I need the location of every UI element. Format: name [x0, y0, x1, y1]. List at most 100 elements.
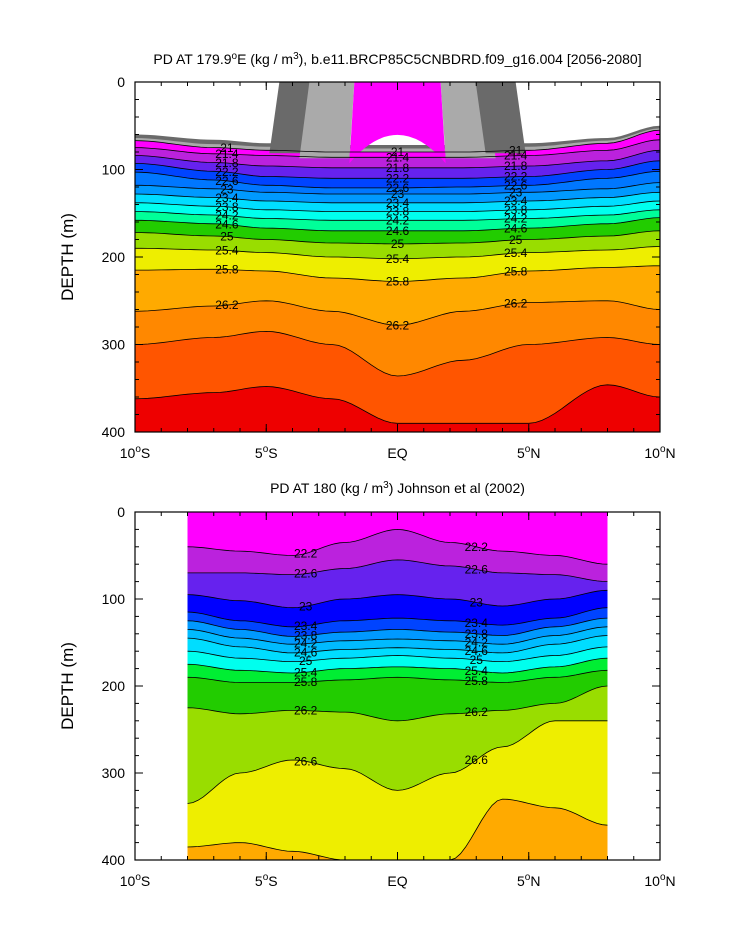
- y-tick-label: 300: [102, 337, 126, 353]
- contour-label: 24.2: [386, 213, 410, 227]
- contour-label: 24.2: [294, 637, 318, 651]
- contour-label: 24.6: [294, 645, 318, 659]
- contour-label: 23.4: [386, 196, 410, 210]
- y-tick-label: 200: [102, 249, 126, 265]
- x-tick-label: 5oN: [517, 444, 540, 461]
- contour-label: 25: [470, 653, 484, 667]
- contour-line: [135, 139, 660, 158]
- contour-line: [187, 589, 608, 609]
- contour-label: 25: [220, 230, 234, 244]
- contour-label: 24.6: [504, 221, 528, 235]
- x-tick-label: 10oN: [644, 872, 675, 889]
- contour-label: 25: [391, 237, 405, 251]
- contour-label: 23.4: [504, 194, 528, 208]
- contour-label: 23: [509, 185, 523, 199]
- contour-label: 23: [220, 182, 234, 196]
- y-tick-label: 100: [102, 591, 126, 607]
- contour-label: 25.8: [465, 674, 489, 688]
- contour-label: 23.4: [465, 616, 489, 630]
- contour-label: 22.2: [215, 165, 239, 179]
- x-tick-label: 5oS: [255, 872, 278, 889]
- y-axis-title: DEPTH (m): [58, 642, 77, 730]
- contour-label: 22.2: [386, 171, 410, 185]
- contour-label: 25.4: [465, 664, 489, 678]
- y-axis-title: DEPTH (m): [58, 213, 77, 301]
- contour-line: [135, 182, 660, 195]
- contour-line: [187, 720, 608, 804]
- contour-label: 21: [220, 141, 234, 155]
- contour-line: [187, 559, 608, 582]
- density-fill-group: [187, 512, 608, 860]
- density-fill-group: [135, 82, 660, 432]
- contour-line: [135, 300, 660, 326]
- contour-line: [187, 669, 608, 683]
- y-tick-label: 0: [117, 74, 125, 90]
- contour-label: 23: [470, 595, 484, 609]
- contour-label: 23.8: [386, 205, 410, 219]
- contour-label: 21.4: [215, 147, 239, 161]
- contour-line: [135, 170, 660, 189]
- contour-label: 25: [509, 233, 523, 247]
- contour-label: 25.8: [215, 263, 239, 277]
- contour-line: [135, 230, 660, 245]
- y-tick-label: 0: [117, 504, 125, 520]
- contour-label: 21.4: [504, 149, 528, 163]
- contour-line-group: [135, 129, 660, 424]
- contour-label: 26.2: [386, 318, 410, 332]
- contour-label: 21: [391, 145, 405, 159]
- contour-label: 22.2: [465, 540, 489, 554]
- panel-title: PD AT 179.9oE (kg / m3), b.e11.BRCP85C5C…: [153, 51, 641, 67]
- contour-line: [135, 384, 660, 424]
- contour-line: [187, 617, 608, 637]
- contour-line: [187, 528, 608, 565]
- contour-line: [135, 209, 660, 221]
- contour-label: 21.8: [215, 156, 239, 170]
- contour-label: 23.8: [215, 200, 239, 214]
- y-tick-label: 300: [102, 765, 126, 781]
- contour-line: [187, 607, 608, 628]
- contour-label: 25.4: [294, 665, 318, 679]
- contour-line: [187, 798, 608, 860]
- contour-line: [187, 657, 608, 674]
- x-tick-label: EQ: [387, 873, 407, 889]
- contour-label: 25.8: [386, 275, 410, 289]
- contour-label: 23: [391, 187, 405, 201]
- x-tick-label: EQ: [387, 445, 407, 461]
- contour-line: [135, 191, 660, 204]
- contour-label: 22.2: [294, 546, 318, 560]
- density-band: [187, 799, 608, 860]
- panel-title: PD AT 180 (kg / m3) Johnson et al (2002): [270, 480, 525, 496]
- contour-label: 26.2: [465, 705, 489, 719]
- x-tick-label: 10oS: [120, 872, 150, 889]
- contour-line: [135, 217, 660, 232]
- contour-label: 25.8: [504, 265, 528, 279]
- contour-label: 26.2: [504, 296, 528, 310]
- contour-label: 23.4: [215, 191, 239, 205]
- contour-label: 23.8: [294, 629, 318, 643]
- masked-region: [299, 82, 355, 159]
- contour-label: 25.8: [294, 675, 318, 689]
- contour-label: 23.8: [465, 627, 489, 641]
- contour-line: [135, 330, 660, 377]
- x-tick-label: 5oN: [517, 872, 540, 889]
- contour-label: 23.4: [294, 619, 318, 633]
- x-tick-label: 10oN: [644, 444, 675, 461]
- contour-label: 24.6: [465, 644, 489, 658]
- contour-line: [135, 246, 660, 260]
- y-tick-label: 400: [102, 424, 126, 440]
- contour-label: 25.4: [504, 246, 528, 260]
- contour-line: [135, 160, 660, 179]
- contour-label: 23: [299, 599, 313, 613]
- contour-label: 25.4: [215, 243, 239, 257]
- contour-line: [135, 200, 660, 212]
- contour-label: 21.8: [504, 159, 528, 173]
- contour-label: 22.6: [294, 567, 318, 581]
- contour-label: 24.2: [465, 636, 489, 650]
- contour-label: 24.2: [215, 209, 239, 223]
- contour-label: 21: [509, 143, 523, 157]
- contour-label: 26.2: [215, 298, 239, 312]
- contour-label: 22.2: [504, 170, 528, 184]
- x-tick-label: 5oS: [255, 444, 278, 461]
- contour-label: 26.6: [294, 754, 318, 768]
